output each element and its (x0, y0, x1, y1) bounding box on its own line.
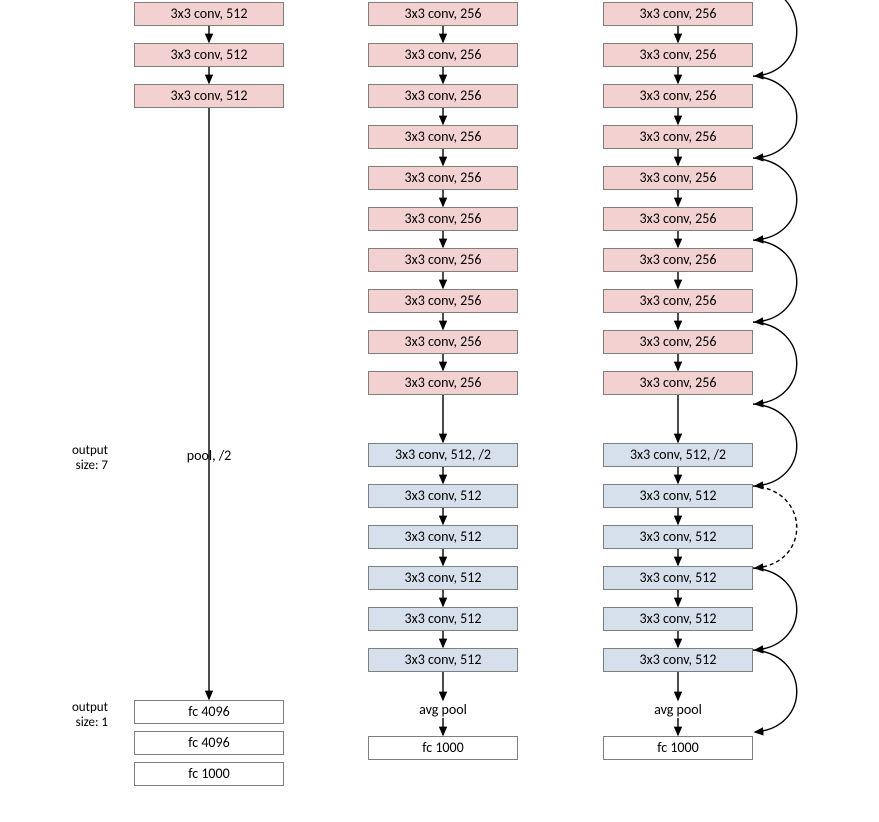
col2-conv256-5: 3x3 conv, 256 (368, 207, 518, 231)
col3-conv256-8: 3x3 conv, 256 (603, 330, 753, 354)
col3-conv512-2: 3x3 conv, 512 (603, 525, 753, 549)
col3-conv256-2: 3x3 conv, 256 (603, 84, 753, 108)
col2-conv256-8: 3x3 conv, 256 (368, 330, 518, 354)
col3-conv256-6: 3x3 conv, 256 (603, 248, 753, 272)
output-size-1-label: outputsize: 1 (48, 700, 108, 730)
col3-conv512-5: 3x3 conv, 512 (603, 648, 753, 672)
col2-conv256-7: 3x3 conv, 256 (368, 289, 518, 313)
col2-conv512-0: 3x3 conv, 512, /2 (368, 443, 518, 467)
col2-conv512-2: 3x3 conv, 512 (368, 525, 518, 549)
arrows-overlay (0, 0, 879, 822)
col2-conv512-3: 3x3 conv, 512 (368, 566, 518, 590)
network-diagram: outputsize: 7 outputsize: 1 3x3 conv, 51… (0, 0, 879, 822)
col2-conv256-3: 3x3 conv, 256 (368, 125, 518, 149)
col1-fc-0: fc 4096 (134, 700, 284, 724)
col3-conv512-1: 3x3 conv, 512 (603, 484, 753, 508)
col2-conv256-1: 3x3 conv, 256 (368, 43, 518, 67)
col2-avgpool-label: avg pool (413, 702, 473, 718)
col2-conv256-4: 3x3 conv, 256 (368, 166, 518, 190)
col3-conv256-7: 3x3 conv, 256 (603, 289, 753, 313)
col3-conv256-0: 3x3 conv, 256 (603, 2, 753, 26)
col1-fc-1: fc 4096 (134, 731, 284, 755)
col3-conv512-0: 3x3 conv, 512, /2 (603, 443, 753, 467)
col1-fc-2: fc 1000 (134, 762, 284, 786)
col3-conv256-1: 3x3 conv, 256 (603, 43, 753, 67)
col2-conv256-0: 3x3 conv, 256 (368, 2, 518, 26)
col3-fc: fc 1000 (603, 736, 753, 760)
col3-conv256-9: 3x3 conv, 256 (603, 371, 753, 395)
col2-conv512-5: 3x3 conv, 512 (368, 648, 518, 672)
col3-conv256-3: 3x3 conv, 256 (603, 125, 753, 149)
col1-pool-label: pool, /2 (184, 448, 234, 464)
col2-conv256-2: 3x3 conv, 256 (368, 84, 518, 108)
col2-conv512-1: 3x3 conv, 512 (368, 484, 518, 508)
col3-conv512-3: 3x3 conv, 512 (603, 566, 753, 590)
col2-conv512-4: 3x3 conv, 512 (368, 607, 518, 631)
col1-conv-1: 3x3 conv, 512 (134, 43, 284, 67)
col2-conv256-9: 3x3 conv, 256 (368, 371, 518, 395)
col3-conv256-4: 3x3 conv, 256 (603, 166, 753, 190)
col3-conv512-4: 3x3 conv, 512 (603, 607, 753, 631)
col3-avgpool-label: avg pool (648, 702, 708, 718)
col1-conv-0: 3x3 conv, 512 (134, 2, 284, 26)
col2-fc: fc 1000 (368, 736, 518, 760)
col3-conv256-5: 3x3 conv, 256 (603, 207, 753, 231)
col1-conv-2: 3x3 conv, 512 (134, 84, 284, 108)
output-size-7-label: outputsize: 7 (48, 443, 108, 473)
col2-conv256-6: 3x3 conv, 256 (368, 248, 518, 272)
